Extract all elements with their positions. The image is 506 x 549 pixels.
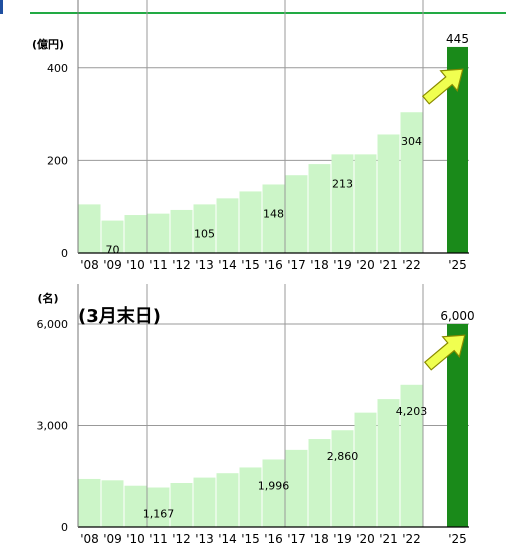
x-tick-label: '16 xyxy=(264,532,283,546)
header-accent-tick xyxy=(0,0,3,14)
x-tick-label: '21 xyxy=(379,258,398,270)
x-tick-label: '14 xyxy=(218,258,237,270)
x-tick-label: '09 xyxy=(103,258,122,270)
bar xyxy=(377,399,400,527)
bar xyxy=(170,483,193,527)
x-tick-label: '20 xyxy=(356,532,375,546)
x-tick-label: '22 xyxy=(402,258,421,270)
header-accent-line xyxy=(30,12,506,14)
x-tick-label: '21 xyxy=(379,532,398,546)
x-tick-label: '12 xyxy=(172,258,191,270)
unit-label: (名) xyxy=(37,291,58,305)
bar xyxy=(285,175,308,253)
bar xyxy=(216,473,239,527)
subtitle: (3月末日) xyxy=(78,305,161,327)
y-tick-label: 0 xyxy=(61,521,68,534)
bar xyxy=(377,134,400,253)
x-tick-label: '08 xyxy=(80,532,99,546)
data-label: 2,860 xyxy=(327,450,359,463)
y-tick-label: 3,000 xyxy=(37,420,69,433)
target-bar xyxy=(447,46,468,254)
data-label: 105 xyxy=(194,227,215,240)
data-label: 6,000 xyxy=(440,309,474,323)
x-tick-label: '19 xyxy=(333,532,352,546)
bar xyxy=(285,449,308,527)
x-tick-label: '15 xyxy=(241,532,260,546)
bar xyxy=(78,204,101,253)
x-tick-label: '08 xyxy=(80,258,99,270)
x-tick-label: '17 xyxy=(287,258,306,270)
trend-arrow-shape xyxy=(423,334,466,371)
bar xyxy=(400,112,423,254)
bar xyxy=(262,184,285,253)
bar xyxy=(124,215,147,253)
bar xyxy=(239,467,262,527)
y-tick-label: 400 xyxy=(47,62,68,75)
x-tick-label: '09 xyxy=(103,532,122,546)
x-tick-label: '12 xyxy=(172,532,191,546)
data-label: 148 xyxy=(263,207,284,220)
data-label: 1,167 xyxy=(143,508,175,521)
x-tick-label: '13 xyxy=(195,532,214,546)
x-tick-label: '10 xyxy=(126,258,145,270)
bar xyxy=(193,204,216,253)
bar xyxy=(216,198,239,253)
bar xyxy=(101,220,124,253)
unit-label: (億円) xyxy=(32,37,64,51)
data-label: 70 xyxy=(106,244,120,257)
trend-arrow-shape xyxy=(421,68,464,105)
bar xyxy=(262,459,285,527)
bar xyxy=(308,439,331,527)
bar xyxy=(308,164,331,253)
bar xyxy=(124,485,147,527)
data-label: 213 xyxy=(332,177,353,190)
y-tick-label: 6,000 xyxy=(37,318,69,331)
data-label: 1,996 xyxy=(258,479,290,492)
bar xyxy=(354,412,377,527)
bar xyxy=(78,478,101,527)
bar xyxy=(101,480,124,527)
y-tick-label: 0 xyxy=(61,247,68,260)
bar xyxy=(147,487,170,527)
x-tick-label: '19 xyxy=(333,258,352,270)
x-tick-label: '13 xyxy=(195,258,214,270)
x-tick-label: '11 xyxy=(149,258,168,270)
bar xyxy=(331,154,354,253)
y-tick-label: 200 xyxy=(47,154,68,167)
header-accent-bar xyxy=(0,0,506,14)
bar xyxy=(354,154,377,253)
bar xyxy=(331,430,354,527)
data-label: 445 xyxy=(446,32,469,46)
x-tick-label: '16 xyxy=(264,258,283,270)
x-tick-label: '25 xyxy=(448,532,467,546)
revenue-chart: 0 200 400 '08 '09 '10 '11 '12 '13 '14 '15 '16 '17 '18… xyxy=(32,0,469,270)
bar xyxy=(170,209,193,253)
x-tick-label: '18 xyxy=(310,258,329,270)
x-tick-label: '14 xyxy=(218,532,237,546)
bar xyxy=(193,477,216,527)
x-tick-label: '18 xyxy=(310,532,329,546)
trend-arrow xyxy=(421,68,464,105)
x-tick-label: '10 xyxy=(126,532,145,546)
x-tick-label: '17 xyxy=(287,532,306,546)
x-tick-label: '11 xyxy=(149,532,168,546)
x-tick-label: '20 xyxy=(356,258,375,270)
trend-arrow xyxy=(423,334,466,371)
data-label: 304 xyxy=(401,135,422,148)
bar xyxy=(400,384,423,527)
staff-chart: 0 3,000 6,000 '08 '09 '10 '11 '12 '13 '14 '15 '16 '1… xyxy=(37,284,475,546)
x-tick-label: '25 xyxy=(448,258,467,270)
target-bar xyxy=(447,324,468,527)
bar xyxy=(239,191,262,253)
x-tick-label: '22 xyxy=(402,532,421,546)
bar xyxy=(147,213,170,253)
data-label: 4,203 xyxy=(396,405,428,418)
x-tick-label: '15 xyxy=(241,258,260,270)
